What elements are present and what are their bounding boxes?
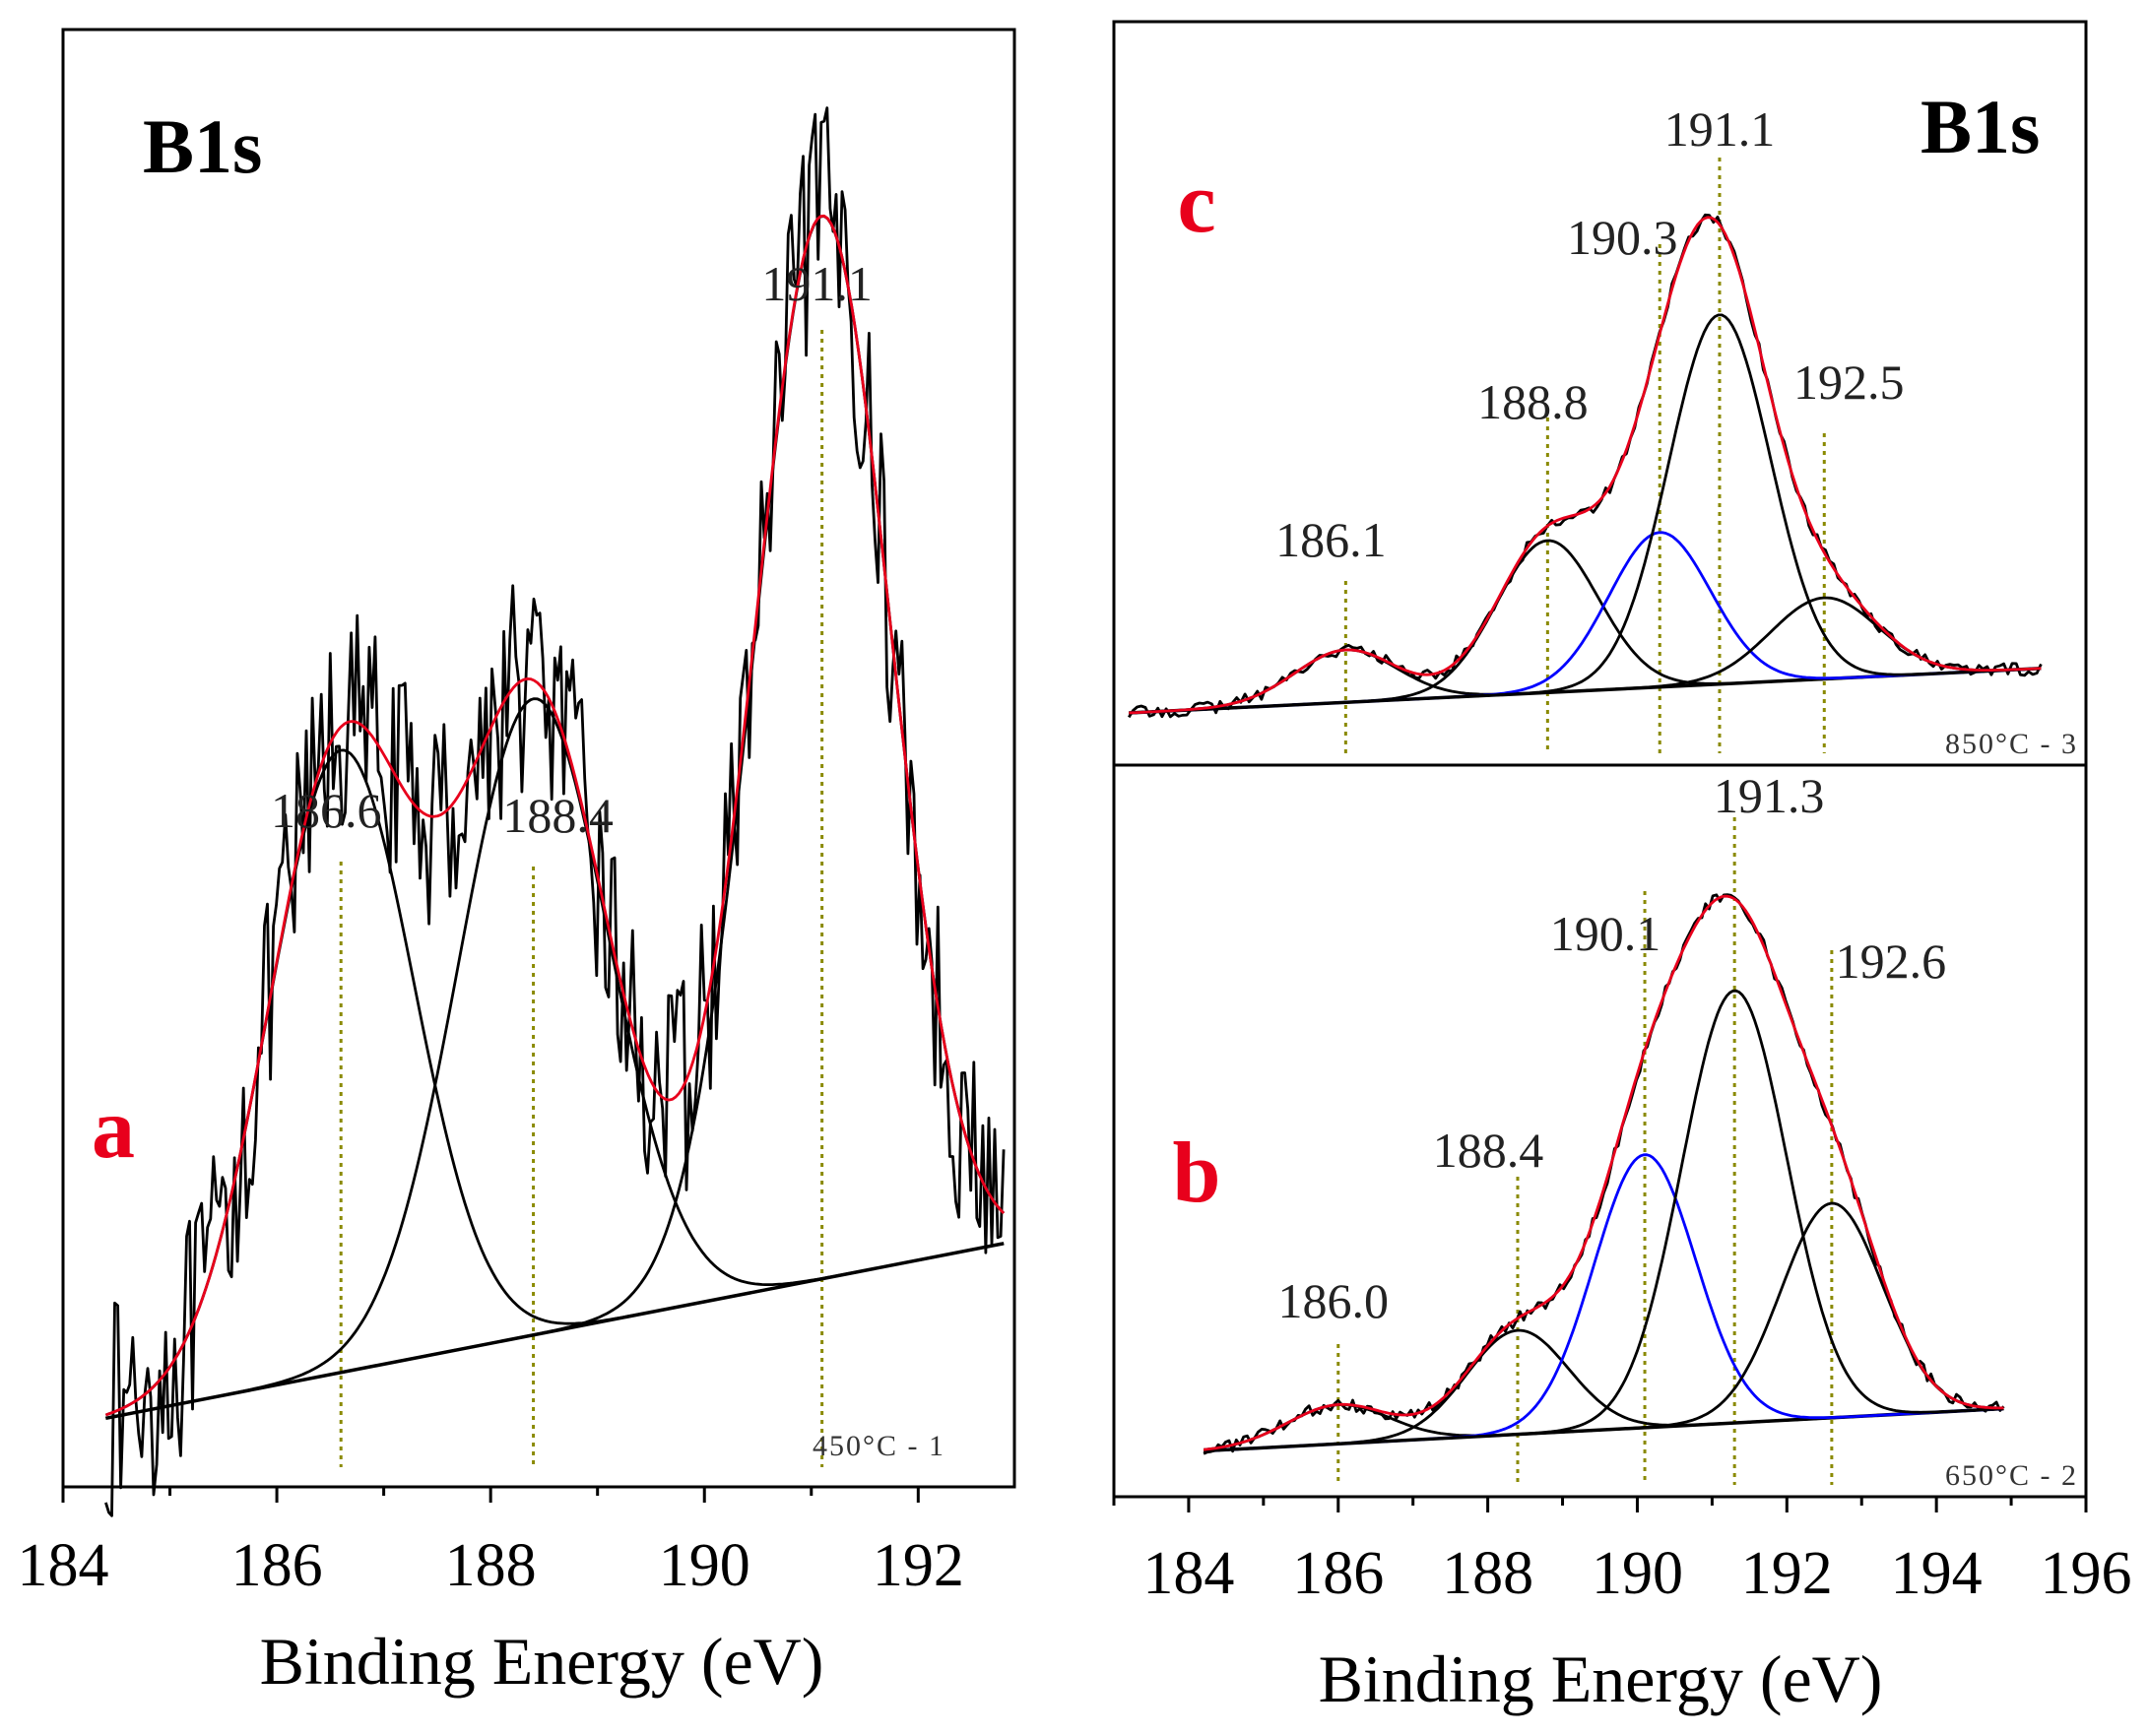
raw-spectrum <box>104 106 1006 1517</box>
peak-label-191.1: 191.1 <box>1664 101 1776 157</box>
peak-label-186.0: 186.0 <box>1278 1273 1390 1328</box>
x-tick-label: 186 <box>1292 1540 1384 1607</box>
panel-letter: a <box>92 1081 135 1177</box>
sample-label: 450°C - 1 <box>813 1430 945 1462</box>
peak-label-188.8: 188.8 <box>1477 374 1589 429</box>
peak-label-190.3: 190.3 <box>1567 210 1678 265</box>
panel-a-frame <box>61 28 1016 1489</box>
x-tick-label: 186 <box>231 1532 323 1599</box>
peak-label-186.1: 186.1 <box>1275 512 1387 567</box>
x-axis-title: Binding Energy (eV) <box>1319 1641 1883 1716</box>
envelope-fit <box>1203 894 2004 1451</box>
x-tick-label: 184 <box>18 1532 109 1599</box>
peak-label-186.6: 186.6 <box>271 783 382 838</box>
panel-c: 186.1 188.8 190.3 191.1 192.5 B1s c 850°C - 3 <box>1112 20 2088 767</box>
component-192.6 <box>1204 1201 2004 1452</box>
x-tick-label: 196 <box>2041 1540 2132 1607</box>
raw-spectrum <box>1128 213 2043 719</box>
peak-label-192.5: 192.5 <box>1793 354 1905 410</box>
x-tick-label: 192 <box>873 1532 964 1599</box>
sample-label: 850°C - 3 <box>1945 728 2078 760</box>
panel-title: B1s <box>1921 84 2040 169</box>
x-tick-label: 194 <box>1891 1540 1983 1607</box>
peak-label-191.3: 191.3 <box>1714 768 1825 823</box>
x-tick-label: 192 <box>1741 1540 1833 1607</box>
panel-letter: c <box>1177 156 1215 251</box>
panel-a: 186.6 188.4 191.1 B1s a 450°C - 1 184 186 188 190… <box>18 28 1016 1699</box>
x-tick-label: 190 <box>659 1532 750 1599</box>
panel-b: 186.0 188.4 190.1 191.3 192.6 b 650°C - 2 184 18… <box>1112 763 2132 1716</box>
x-tick-label: 188 <box>1442 1540 1533 1607</box>
envelope-fit <box>1129 216 2042 715</box>
x-tick-label: 190 <box>1592 1540 1683 1607</box>
peak-label-191.1: 191.1 <box>761 256 873 311</box>
peak-label-188.4: 188.4 <box>502 788 614 843</box>
panel-b-frame <box>1112 763 2088 1499</box>
x-axis-title: Binding Energy (eV) <box>260 1624 824 1699</box>
peak-label-190.1: 190.1 <box>1550 906 1661 961</box>
x-tick-label: 184 <box>1142 1540 1234 1607</box>
panel-title: B1s <box>143 103 262 189</box>
panel-letter: b <box>1173 1125 1221 1221</box>
peak-label-188.4: 188.4 <box>1433 1123 1544 1178</box>
x-tick-label: 188 <box>445 1532 537 1599</box>
peak-label-192.6: 192.6 <box>1836 933 1947 989</box>
sample-label: 650°C - 2 <box>1945 1459 2078 1492</box>
envelope-fit <box>104 214 1006 1417</box>
